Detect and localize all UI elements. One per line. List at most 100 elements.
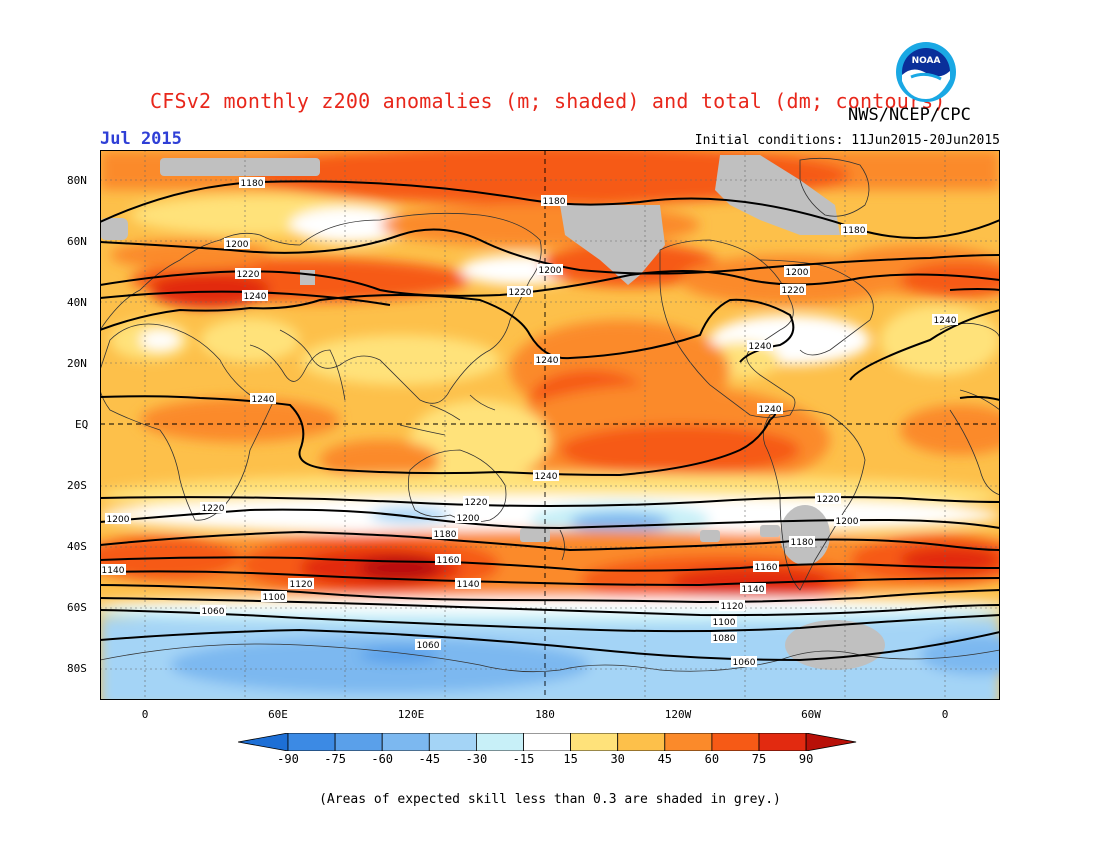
- svg-text:1120: 1120: [290, 580, 313, 590]
- lat-label: 40S: [67, 540, 87, 553]
- contour-label: 1200: [784, 266, 810, 278]
- lon-label: 180: [535, 708, 555, 721]
- svg-text:1060: 1060: [417, 641, 440, 651]
- svg-text:1220: 1220: [202, 504, 225, 514]
- contour-label: 1220: [507, 286, 533, 298]
- svg-text:1240: 1240: [934, 316, 957, 326]
- contour-label: 1200: [834, 515, 860, 527]
- colorbar-cell: [475, 733, 524, 751]
- forecast-month: Jul 2015: [100, 129, 182, 149]
- lat-label: 60N: [67, 235, 87, 248]
- svg-text:1140: 1140: [742, 585, 765, 595]
- lon-label: 120E: [397, 708, 425, 721]
- contour-label: 1100: [261, 591, 287, 603]
- contour-label: 1160: [753, 561, 779, 573]
- contour-label: 1080: [711, 632, 737, 644]
- contour-label: 1180: [432, 528, 458, 540]
- contour-label: 1200: [537, 264, 563, 276]
- lon-label: 120W: [664, 708, 692, 721]
- contour-label: 1220: [235, 268, 261, 280]
- colorbar-cell: [523, 733, 571, 751]
- svg-text:1140: 1140: [457, 580, 480, 590]
- contour-label: 1220: [780, 284, 806, 296]
- contour-label: 1120: [288, 578, 314, 590]
- svg-text:1180: 1180: [543, 197, 566, 207]
- svg-text:1240: 1240: [535, 472, 558, 482]
- colorbar-tick-label: -30: [465, 752, 488, 766]
- contour-label: 1200: [105, 513, 131, 525]
- contour-label: 1200: [455, 512, 481, 524]
- colorbar-tick-label: -45: [418, 752, 441, 766]
- svg-text:1180: 1180: [434, 530, 457, 540]
- lon-label: 0: [141, 708, 149, 721]
- colorbar-cell: [428, 733, 477, 751]
- colorbar-tick-label: 15: [563, 752, 578, 766]
- lat-label: 80N: [67, 174, 87, 187]
- contour-label: 1180: [841, 224, 867, 236]
- svg-text:1240: 1240: [759, 405, 782, 415]
- svg-text:1200: 1200: [107, 515, 130, 525]
- contour-label: 1140: [740, 583, 766, 595]
- contour-label: 1140: [455, 578, 481, 590]
- svg-text:1240: 1240: [244, 292, 267, 302]
- svg-text:1240: 1240: [749, 342, 772, 352]
- colorbar-arrow-left: [238, 733, 289, 751]
- colorbar-tick-label: 45: [657, 752, 673, 766]
- lon-label: 60W: [801, 708, 821, 721]
- contour-label: 1180: [239, 177, 265, 189]
- height-contours: [100, 180, 1000, 662]
- coastlines: [100, 157, 1000, 673]
- contour-label: 1180: [541, 195, 567, 207]
- contour-label: 1140: [100, 564, 126, 576]
- lat-label: EQ: [75, 418, 89, 431]
- contour-label: 1240: [534, 354, 560, 366]
- colorbar-cell: [287, 733, 336, 751]
- svg-text:1220: 1220: [782, 286, 805, 296]
- svg-text:1220: 1220: [465, 498, 488, 508]
- contour-label: 1060: [415, 639, 441, 651]
- contour-label: 1220: [463, 496, 489, 508]
- svg-text:1240: 1240: [536, 356, 559, 366]
- map-title: CFSv2 monthly z200 anomalies (m; shaded)…: [150, 89, 946, 113]
- contour-label: 1240: [533, 470, 559, 482]
- svg-text:1140: 1140: [102, 566, 125, 576]
- svg-text:1200: 1200: [539, 266, 562, 276]
- contour-label: 1240: [747, 340, 773, 352]
- graticule: [100, 150, 1000, 700]
- colorbar-cell: [381, 733, 430, 751]
- contour-label: 1160: [435, 554, 461, 566]
- svg-text:1060: 1060: [733, 658, 756, 668]
- colorbar-tick-label: -75: [324, 752, 346, 766]
- lat-label: 20N: [67, 357, 87, 370]
- svg-text:1220: 1220: [237, 270, 260, 280]
- contour-label: 1180: [789, 536, 815, 548]
- logo-text: NOAA: [912, 56, 941, 66]
- lat-label: 20S: [67, 479, 87, 492]
- colorbar-cell: [334, 733, 383, 751]
- lat-label: 40N: [67, 296, 87, 309]
- initial-conditions: Initial conditions: 11Jun2015-20Jun2015: [694, 133, 1000, 148]
- svg-text:1180: 1180: [791, 538, 814, 548]
- svg-text:1240: 1240: [252, 395, 275, 405]
- svg-text:1200: 1200: [226, 240, 249, 250]
- svg-text:1180: 1180: [843, 226, 866, 236]
- colorbar-tick-label: -90: [277, 752, 299, 766]
- colorbar-cell: [570, 733, 619, 751]
- map-frame: [100, 150, 1000, 700]
- svg-text:1080: 1080: [713, 634, 736, 644]
- contour-label: 1240: [242, 290, 268, 302]
- colorbar-tick-label: 60: [704, 752, 720, 766]
- colorbar-tick-label: 30: [610, 752, 625, 766]
- equator-dateline: [100, 150, 1000, 700]
- svg-text:1200: 1200: [786, 268, 809, 278]
- contour-label: 1200: [224, 238, 250, 250]
- contour-label: 1220: [815, 493, 841, 505]
- contour-labels: 1180 1180 1180 1200 1200 1200 1220 1220 …: [100, 177, 958, 668]
- colorbar: [238, 733, 857, 751]
- svg-text:1100: 1100: [713, 618, 736, 628]
- colorbar-cell: [711, 733, 760, 751]
- colorbar-tick-label: 90: [798, 752, 814, 766]
- svg-text:1060: 1060: [202, 607, 225, 617]
- svg-text:1220: 1220: [509, 288, 532, 298]
- lat-label: 60S: [67, 601, 87, 614]
